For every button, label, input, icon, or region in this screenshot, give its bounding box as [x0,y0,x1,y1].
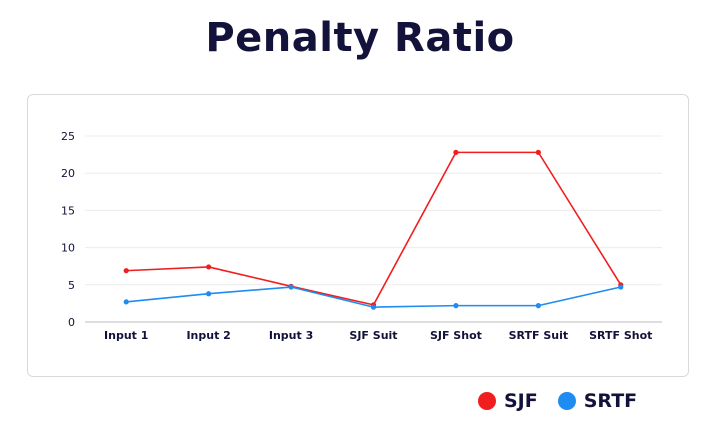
data-point-srtf [288,284,294,290]
legend-item-sjf[interactable]: SJF [478,390,538,412]
x-tick-label: Input 3 [269,329,313,342]
legend-item-srtf[interactable]: SRTF [557,390,638,412]
x-tick-label: Input 1 [104,329,148,342]
legend-label-srtf: SRTF [583,390,638,412]
data-point-srtf [206,291,212,297]
x-tick-label: SRTF Suit [509,329,569,342]
y-tick-label: 25 [61,130,75,143]
x-tick-label: SJF Suit [349,329,397,342]
data-point-sjf [123,268,129,274]
data-point-srtf [618,284,624,290]
y-axis-ticks: 0 5 10 15 20 25 [61,130,75,329]
data-point-srtf [123,299,129,305]
legend-swatch-sjf [478,392,496,410]
y-tick-label: 0 [68,316,75,329]
y-tick-label: 15 [61,204,75,217]
series-lines [123,149,624,310]
chart-card [27,94,689,377]
data-point-sjf [535,149,541,155]
data-point-sjf [206,264,212,270]
x-axis-ticks: Input 1 Input 2 Input 3 SJF Suit SJF Shot SRT… [104,329,652,342]
y-tick-label: 20 [61,167,75,180]
series-line-sjf [126,151,622,306]
x-tick-label: SJF Shot [430,329,482,342]
grid-lines [85,135,662,323]
chart-title: Penalty Ratio [205,15,515,61]
data-point-srtf [453,303,459,309]
x-tick-label: SRTF Shot [589,329,652,342]
y-tick-label: 10 [61,242,75,255]
x-tick-label: Input 2 [186,329,230,342]
data-point-srtf [370,304,377,310]
data-point-sjf [453,149,459,155]
legend-label-sjf: SJF [504,390,538,412]
legend: SJF SRTF [478,390,637,412]
legend-swatch-srtf [557,392,576,410]
data-point-srtf [535,303,541,309]
y-tick-label: 5 [68,279,75,292]
